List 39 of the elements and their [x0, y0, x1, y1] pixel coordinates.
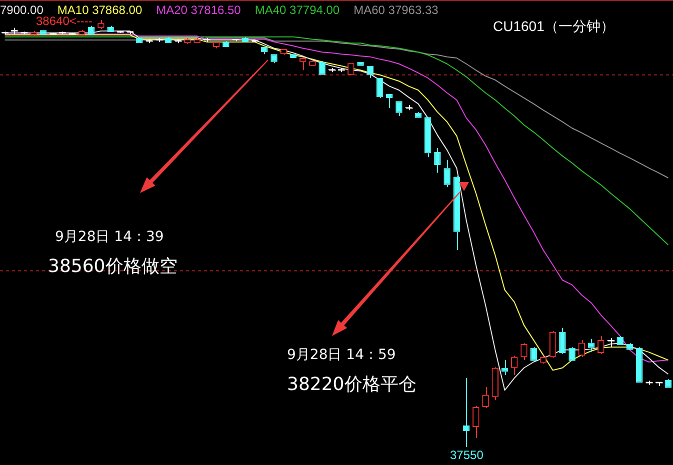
annotation: 38560价格做空 — [48, 255, 178, 278]
candlestick — [78, 30, 86, 35]
candlestick — [598, 336, 604, 354]
candlestick — [424, 117, 432, 158]
candlestick — [434, 148, 441, 174]
candlestick — [396, 101, 402, 116]
candlestick — [318, 60, 326, 75]
candlestick — [261, 47, 268, 55]
candlestick — [636, 346, 643, 383]
candlestick — [492, 366, 498, 400]
candlestick — [626, 342, 634, 350]
candlestick — [520, 342, 528, 361]
chart-title: CU1601（一分钟） — [493, 18, 614, 36]
annotation: 9月28日 14：39 — [55, 228, 164, 246]
candlestick — [414, 112, 422, 118]
text: MA60 37963.33 — [354, 3, 438, 17]
candlestick — [501, 360, 508, 376]
candlestick — [386, 94, 393, 109]
candlestick — [568, 346, 576, 361]
series-label: MA10 37868.00 — [57, 3, 142, 17]
candlestick — [588, 338, 595, 352]
candlestick — [559, 327, 566, 354]
annotation: 38220价格平仓 — [287, 373, 416, 396]
candlestick — [444, 159, 450, 188]
candlestick — [578, 340, 586, 358]
annotation: 9月28日 14：59 — [287, 346, 396, 364]
series-label: 7900.00 — [0, 3, 44, 17]
candlestick — [472, 405, 480, 438]
candlestick — [299, 56, 306, 71]
candlestick — [530, 346, 537, 361]
candlestick — [549, 330, 556, 358]
series-label: MA20 37816.50 — [156, 3, 241, 17]
annotation: 38640<---- — [36, 14, 92, 28]
candlestick — [376, 78, 384, 98]
series-label: MA40 37794.00 — [254, 3, 340, 17]
candlestick — [453, 175, 460, 250]
text: 37550 — [450, 448, 484, 462]
candlestick — [184, 38, 191, 44]
candlestick — [482, 386, 489, 408]
